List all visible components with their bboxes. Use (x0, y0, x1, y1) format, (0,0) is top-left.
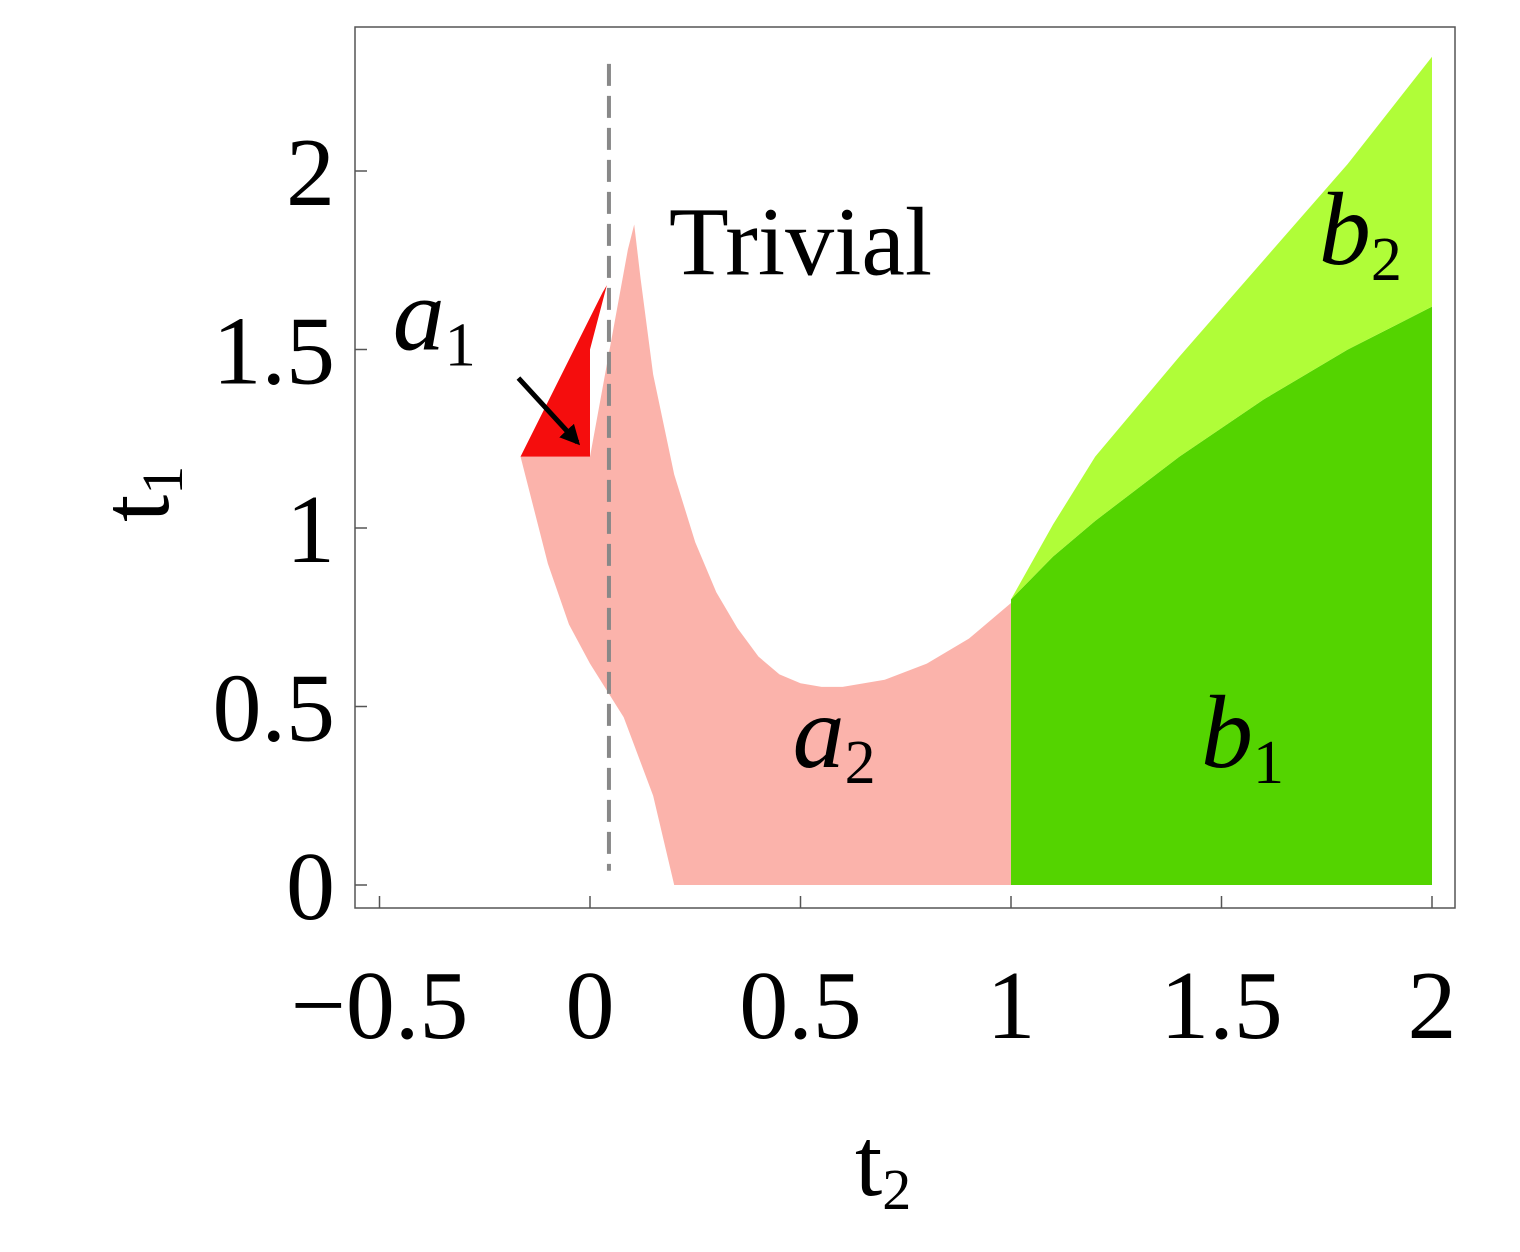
region-label-a1: a1 (393, 258, 476, 380)
y-axis-label: t1 (82, 466, 195, 522)
ticks-layer: −0.5 0 0.5 1 1.5 2 0 0.5 1 1.5 2 (213, 119, 1457, 1060)
x-tick-label: 1 (987, 952, 1036, 1060)
region-b1 (1011, 306, 1432, 885)
regions-layer (520, 56, 1432, 886)
region-label-a2: a2 (793, 675, 876, 797)
x-tick-label: 0.5 (739, 952, 862, 1060)
y-tick-label: 2 (286, 119, 335, 227)
region-label-b2: b2 (1319, 172, 1402, 294)
region-label-trivial: Trivial (669, 189, 932, 297)
x-tick-label: −0.5 (291, 952, 469, 1060)
x-tick-label: 0 (566, 952, 615, 1060)
y-tick-label: 0 (286, 833, 335, 941)
region-label-b1: b1 (1201, 675, 1284, 797)
y-tick-label: 1.5 (213, 298, 336, 406)
y-tick-label: 0.5 (213, 655, 336, 763)
y-tick-label: 1 (286, 476, 335, 584)
region-a2 (520, 224, 1011, 886)
x-axis-label: t2 (855, 1109, 911, 1222)
labels-layer: a2 a1 b1 b2 Trivial (393, 172, 1402, 797)
region-a1 (520, 249, 628, 457)
x-tick-label: 2 (1408, 952, 1457, 1060)
x-tick-label: 1.5 (1160, 952, 1283, 1060)
region-b2 (1011, 56, 1432, 600)
plot-frame (354, 26, 1456, 909)
arrow-a1 (516, 376, 581, 446)
